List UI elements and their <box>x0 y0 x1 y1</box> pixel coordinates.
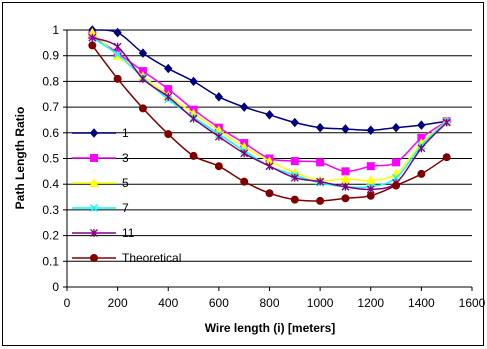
data-point <box>417 169 426 178</box>
data-point <box>341 124 350 134</box>
y-tick-label: 0.9 <box>42 49 59 63</box>
legend-marker <box>90 229 98 237</box>
series-11 <box>88 33 451 194</box>
data-point <box>341 167 350 176</box>
y-tick-label: 0.6 <box>42 126 59 140</box>
y-tick-label: 0.2 <box>42 229 59 243</box>
data-point <box>290 195 299 204</box>
legend-item: 3 <box>72 151 129 165</box>
x-tick-label: 1000 <box>307 296 334 310</box>
data-point <box>265 162 274 171</box>
data-point <box>315 122 325 133</box>
legend-item: 7 <box>72 201 129 215</box>
data-point <box>365 175 376 185</box>
data-point <box>189 76 198 87</box>
data-point <box>340 173 351 184</box>
data-point <box>290 173 299 182</box>
data-point <box>189 151 198 160</box>
data-point <box>265 110 274 120</box>
legend-item: Theoretical <box>72 251 181 265</box>
legend-label: 7 <box>122 201 129 215</box>
x-tick-label: 1200 <box>357 296 384 310</box>
data-point <box>164 63 173 74</box>
x-tick-label: 600 <box>209 296 229 310</box>
legend-marker <box>90 254 98 262</box>
legend: 1 3 5 7 11 Theoretical <box>72 126 181 265</box>
data-point <box>392 181 401 190</box>
data-point <box>240 177 249 186</box>
legend-marker <box>90 204 98 212</box>
y-axis-title: Path Length Ratio <box>13 107 27 210</box>
x-tick-label: 200 <box>108 296 128 310</box>
x-tick-label: 1600 <box>459 296 486 310</box>
series-layer <box>87 25 452 205</box>
data-point <box>113 50 122 59</box>
data-point <box>214 92 224 102</box>
data-point <box>164 92 173 101</box>
legend-label: 1 <box>122 126 129 140</box>
data-point <box>113 42 122 51</box>
y-tick-label: 0.4 <box>42 177 59 191</box>
data-point <box>442 118 451 127</box>
y-tick-label: 0.1 <box>42 254 59 268</box>
data-point <box>366 191 375 200</box>
y-tick-label: 0.7 <box>42 100 59 114</box>
data-point <box>417 120 426 130</box>
data-point <box>392 158 401 167</box>
data-point <box>316 177 325 186</box>
legend-label: 11 <box>122 226 135 240</box>
data-point <box>138 48 148 58</box>
y-tick-label: 0 <box>52 280 59 294</box>
data-point <box>341 182 350 191</box>
y-tick-label: 1 <box>52 23 59 37</box>
data-point <box>164 130 173 139</box>
legend-marker <box>90 154 98 162</box>
chart-frame <box>2 2 484 346</box>
data-point <box>316 196 325 205</box>
legend-label: 5 <box>122 176 129 190</box>
y-tick-label: 0.8 <box>42 74 59 88</box>
data-point <box>366 162 375 171</box>
data-point <box>214 132 223 141</box>
axes: 0 0.1 0.2 0.3 0.4 0.5 0.6 0.7 0.8 0.9 1 0 200 400 600 8… <box>42 23 485 310</box>
data-point <box>290 117 299 128</box>
data-point <box>113 74 122 83</box>
series-theoretical <box>88 41 451 205</box>
data-point <box>189 114 198 123</box>
legend-item: 1 <box>72 126 129 140</box>
x-tick-label: 1400 <box>408 296 435 310</box>
legend-item: 11 <box>72 226 135 240</box>
y-tick-label: 0.5 <box>42 152 59 166</box>
x-tick-label: 400 <box>158 296 178 310</box>
data-point <box>138 104 147 113</box>
data-point <box>341 194 350 203</box>
gridlines <box>67 29 472 262</box>
x-tick-label: 800 <box>259 296 279 310</box>
data-point <box>265 189 274 198</box>
legend-label: 3 <box>122 151 129 165</box>
legend-marker <box>89 128 99 138</box>
legend-item: 5 <box>72 176 129 190</box>
data-point <box>88 41 97 50</box>
data-point <box>417 144 426 153</box>
data-point <box>214 162 223 171</box>
data-point <box>240 149 249 158</box>
data-point <box>366 125 375 135</box>
data-point <box>138 74 147 83</box>
x-tick-label: 0 <box>64 296 71 310</box>
data-point <box>391 122 401 133</box>
data-point <box>240 102 249 112</box>
legend-marker <box>89 177 99 187</box>
data-point <box>88 33 97 42</box>
series-1 <box>88 25 451 135</box>
data-point <box>113 27 122 38</box>
y-tick-label: 0.3 <box>42 203 59 217</box>
x-axis-title: Wire length (i) [meters] <box>205 321 336 335</box>
legend-label: Theoretical <box>122 251 181 265</box>
data-point <box>442 153 451 162</box>
data-point <box>290 157 299 166</box>
data-point <box>316 158 325 167</box>
